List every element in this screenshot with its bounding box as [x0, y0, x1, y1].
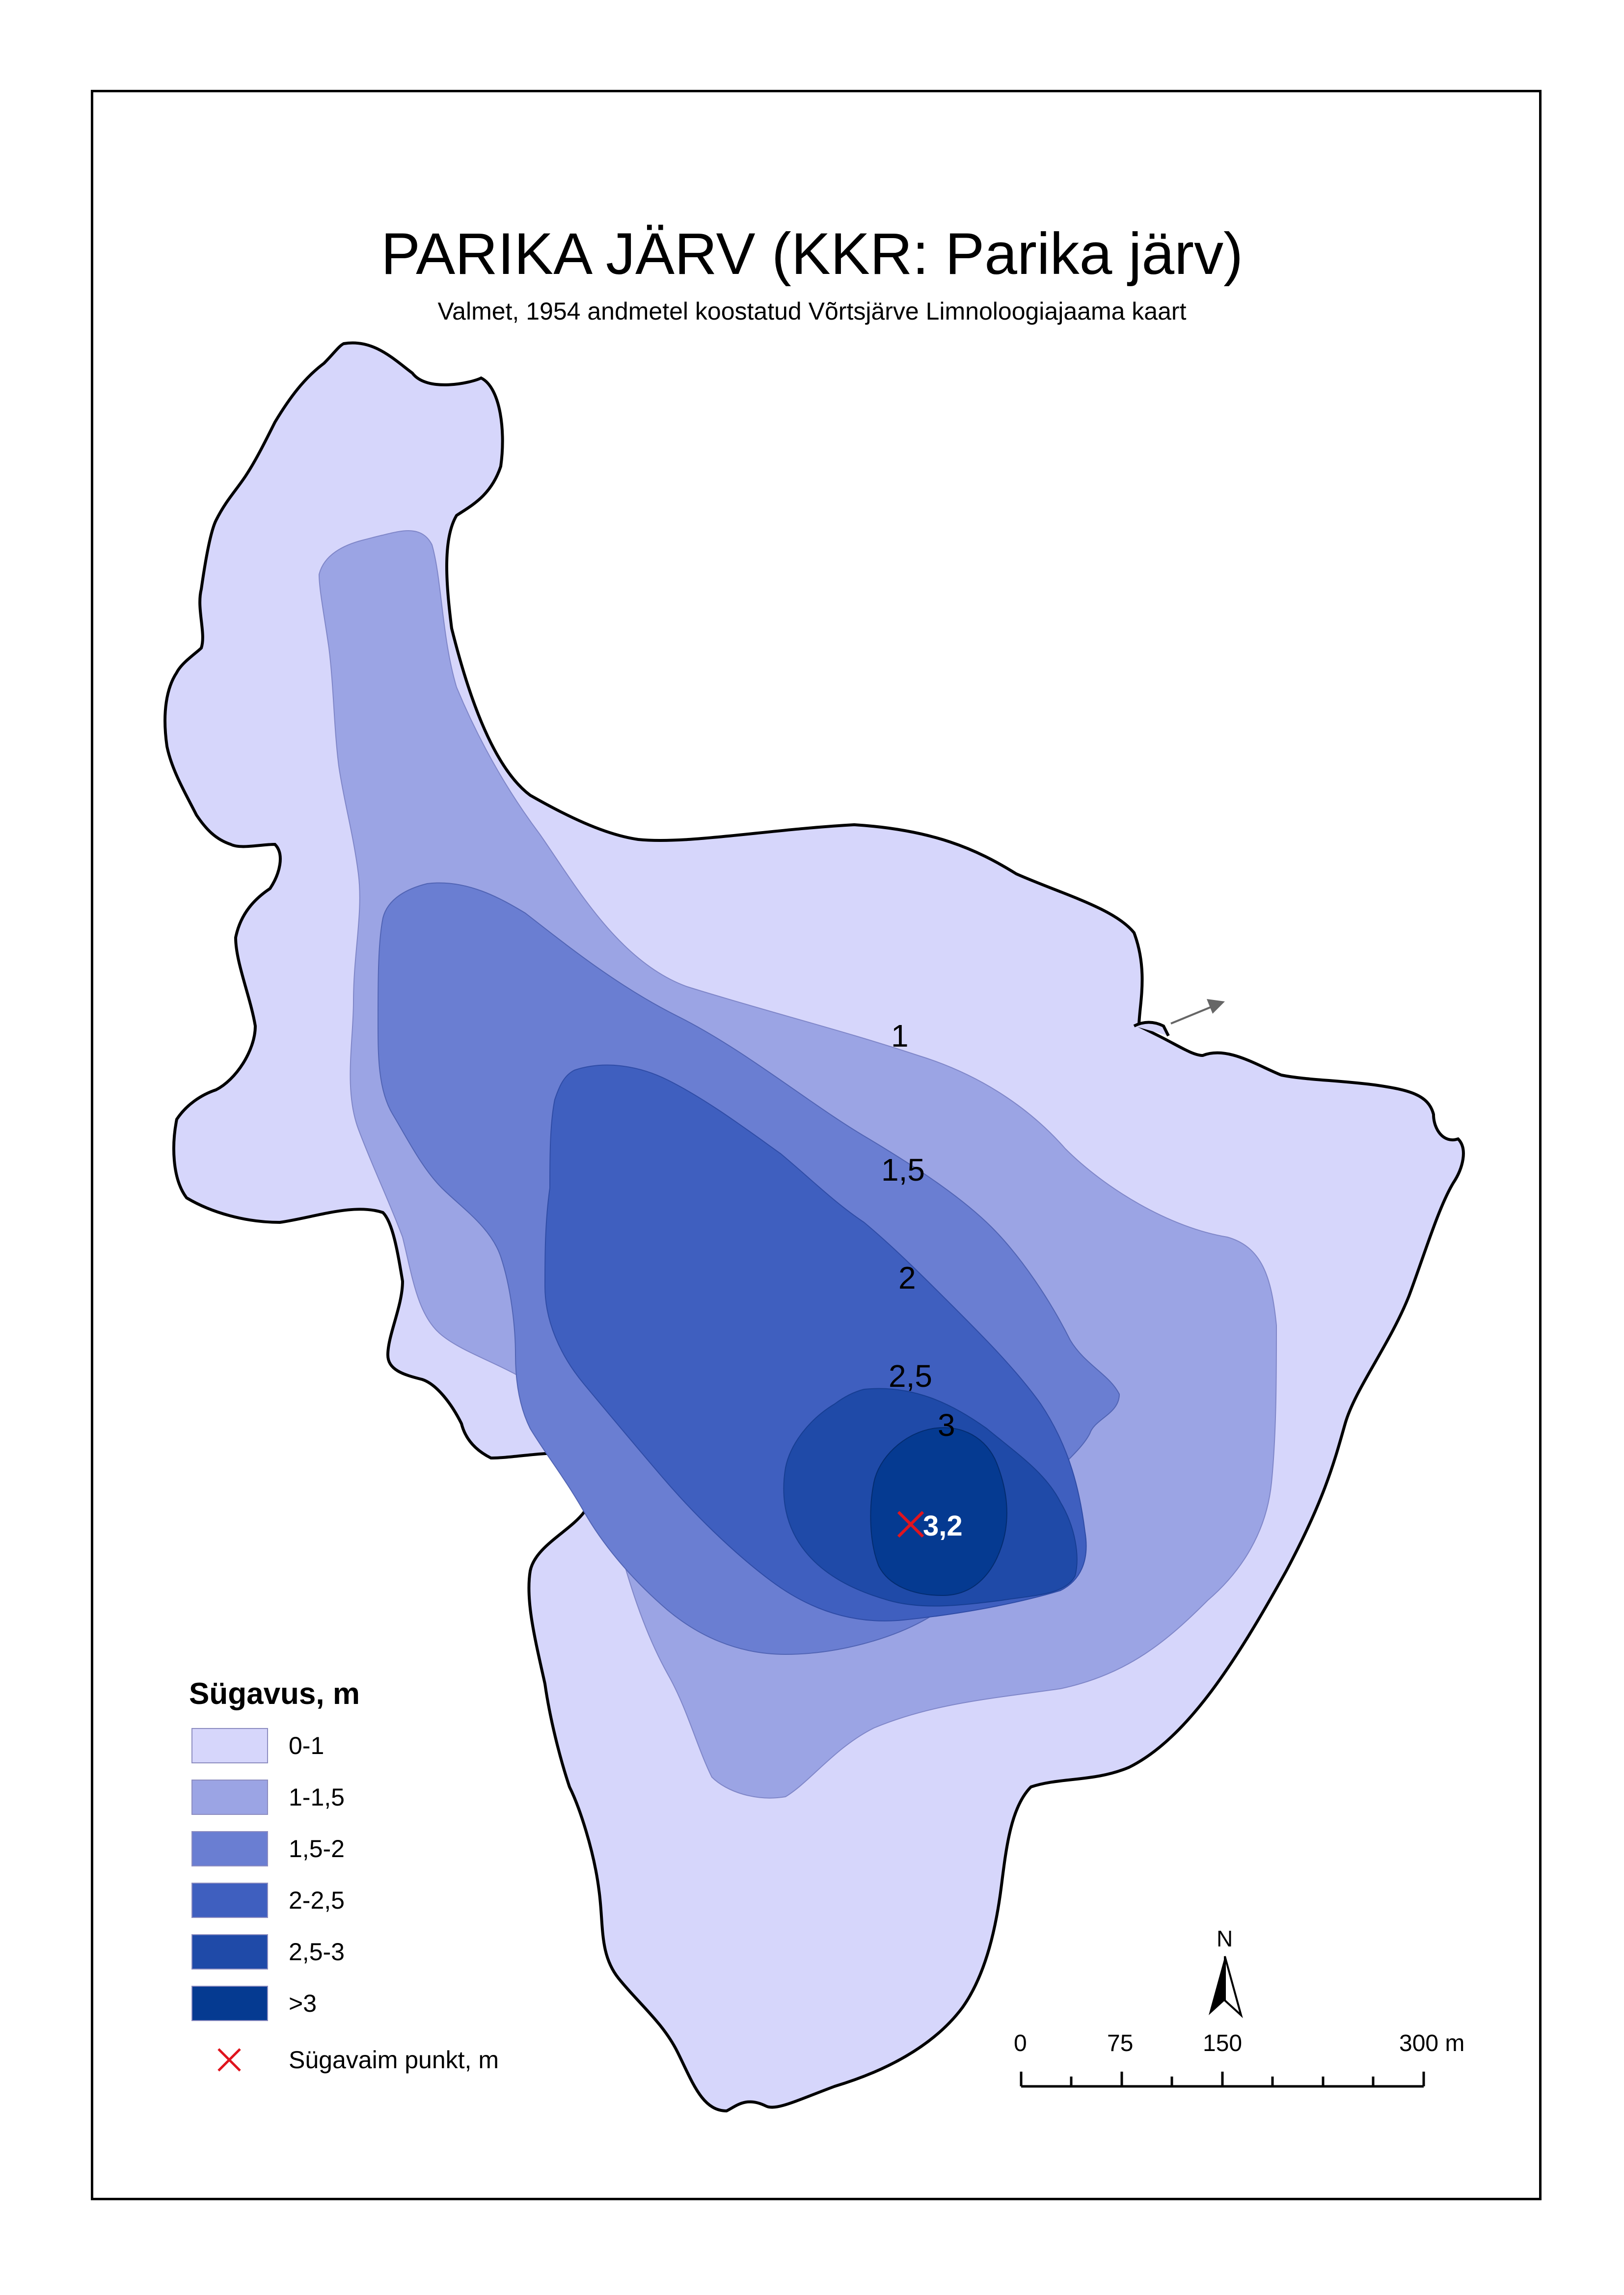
legend-item-1.5-2: 1,5-2	[191, 1831, 345, 1866]
legend-item-2.5-3: 2,5-3	[191, 1934, 345, 1970]
legend-item-deepest-point: Sügavaim punkt, m	[191, 2042, 499, 2078]
contour-label-1.5: 1,5	[881, 1152, 925, 1188]
legend-title: Sügavus, m	[189, 1677, 360, 1711]
map-frame	[91, 90, 1542, 2200]
legend-label: 2,5-3	[289, 1938, 345, 1966]
legend-item-gt3: >3	[191, 1986, 317, 2021]
legend-label: 2-2,5	[289, 1887, 345, 1914]
contour-label-2: 2	[898, 1260, 916, 1296]
legend-label: 0-1	[289, 1732, 325, 1759]
legend-swatch	[191, 1728, 268, 1763]
contour-label-3: 3	[938, 1407, 955, 1443]
scale-tick-0: 0	[1014, 2030, 1027, 2056]
legend-label: Sügavaim punkt, m	[289, 2046, 499, 2074]
legend-swatch	[191, 1883, 268, 1918]
legend-swatch	[191, 1934, 268, 1970]
legend-item-2-2.5: 2-2,5	[191, 1883, 345, 1918]
deepest-point-marker	[897, 1511, 924, 1538]
scale-bar	[1020, 2072, 1425, 2088]
cross-icon	[191, 2042, 268, 2078]
north-arrow-icon	[1209, 1956, 1243, 2019]
deepest-point-label: 3,2	[923, 1510, 963, 1542]
legend-label: 1,5-2	[289, 1835, 345, 1863]
legend-swatch	[191, 1780, 268, 1815]
scale-tick-300: 300 m	[1399, 2030, 1465, 2056]
legend-swatch	[191, 1831, 268, 1866]
legend-swatch	[191, 1986, 268, 2021]
legend-label: 1-1,5	[289, 1783, 345, 1811]
map-subtitle: Valmet, 1954 andmetel koostatud Võrtsjär…	[437, 297, 1187, 325]
scale-tick-150: 150	[1203, 2030, 1243, 2056]
legend-item-0-1: 0-1	[191, 1728, 324, 1763]
legend-label: >3	[289, 1990, 317, 2017]
legend-item-1-1.5: 1-1,5	[191, 1780, 345, 1815]
contour-label-1: 1	[891, 1018, 909, 1053]
contour-label-2.5: 2,5	[889, 1358, 932, 1394]
depth-zone-gt3	[870, 1427, 1007, 1596]
outflow-channel	[1133, 1021, 1170, 1037]
map-title: PARIKA JÄRV (KKR: Parika järv)	[380, 221, 1244, 287]
arrow-icon	[1170, 999, 1225, 1025]
scale-tick-75: 75	[1107, 2030, 1134, 2056]
north-label: N	[1217, 1926, 1233, 1951]
